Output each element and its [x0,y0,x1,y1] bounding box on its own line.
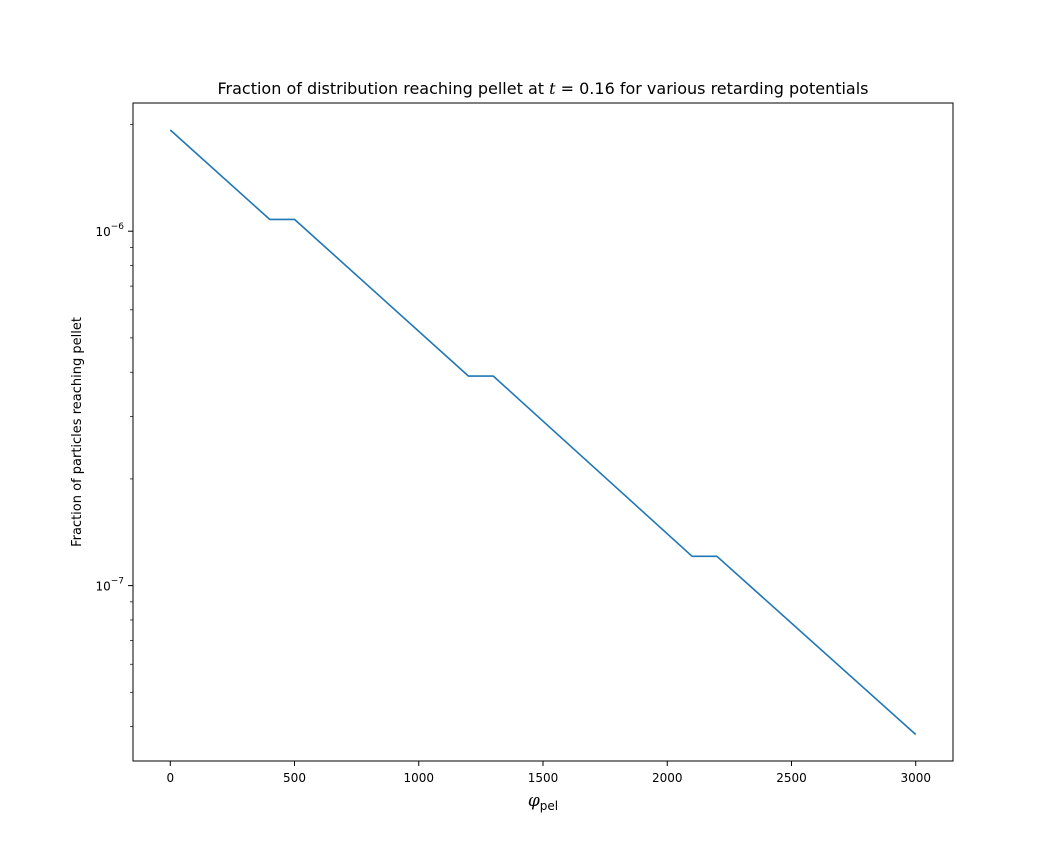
x-tick-label: 0 [166,771,174,785]
x-tick-label: 500 [283,771,306,785]
x-tick-label: 1500 [528,771,559,785]
x-tick-label: 1000 [403,771,434,785]
y-axis-label: Fraction of particles reaching pellet [70,317,85,547]
x-axis-ticks: 0 500 1000 1500 2000 2500 3000 [166,761,931,785]
chart-title: Fraction of distribution reaching pellet… [217,79,868,98]
y-tick-label: 10−7 [95,577,124,594]
x-axis-label: φpel [528,791,558,813]
y-axis-ticks: 10−6 10−7 [95,124,133,728]
plot-area [169,129,917,736]
x-tick-label: 2000 [652,771,683,785]
data-series-line [169,129,917,736]
x-tick-label: 3000 [900,771,931,785]
y-tick-label: 10−6 [95,222,124,239]
x-tick-label: 2500 [776,771,807,785]
